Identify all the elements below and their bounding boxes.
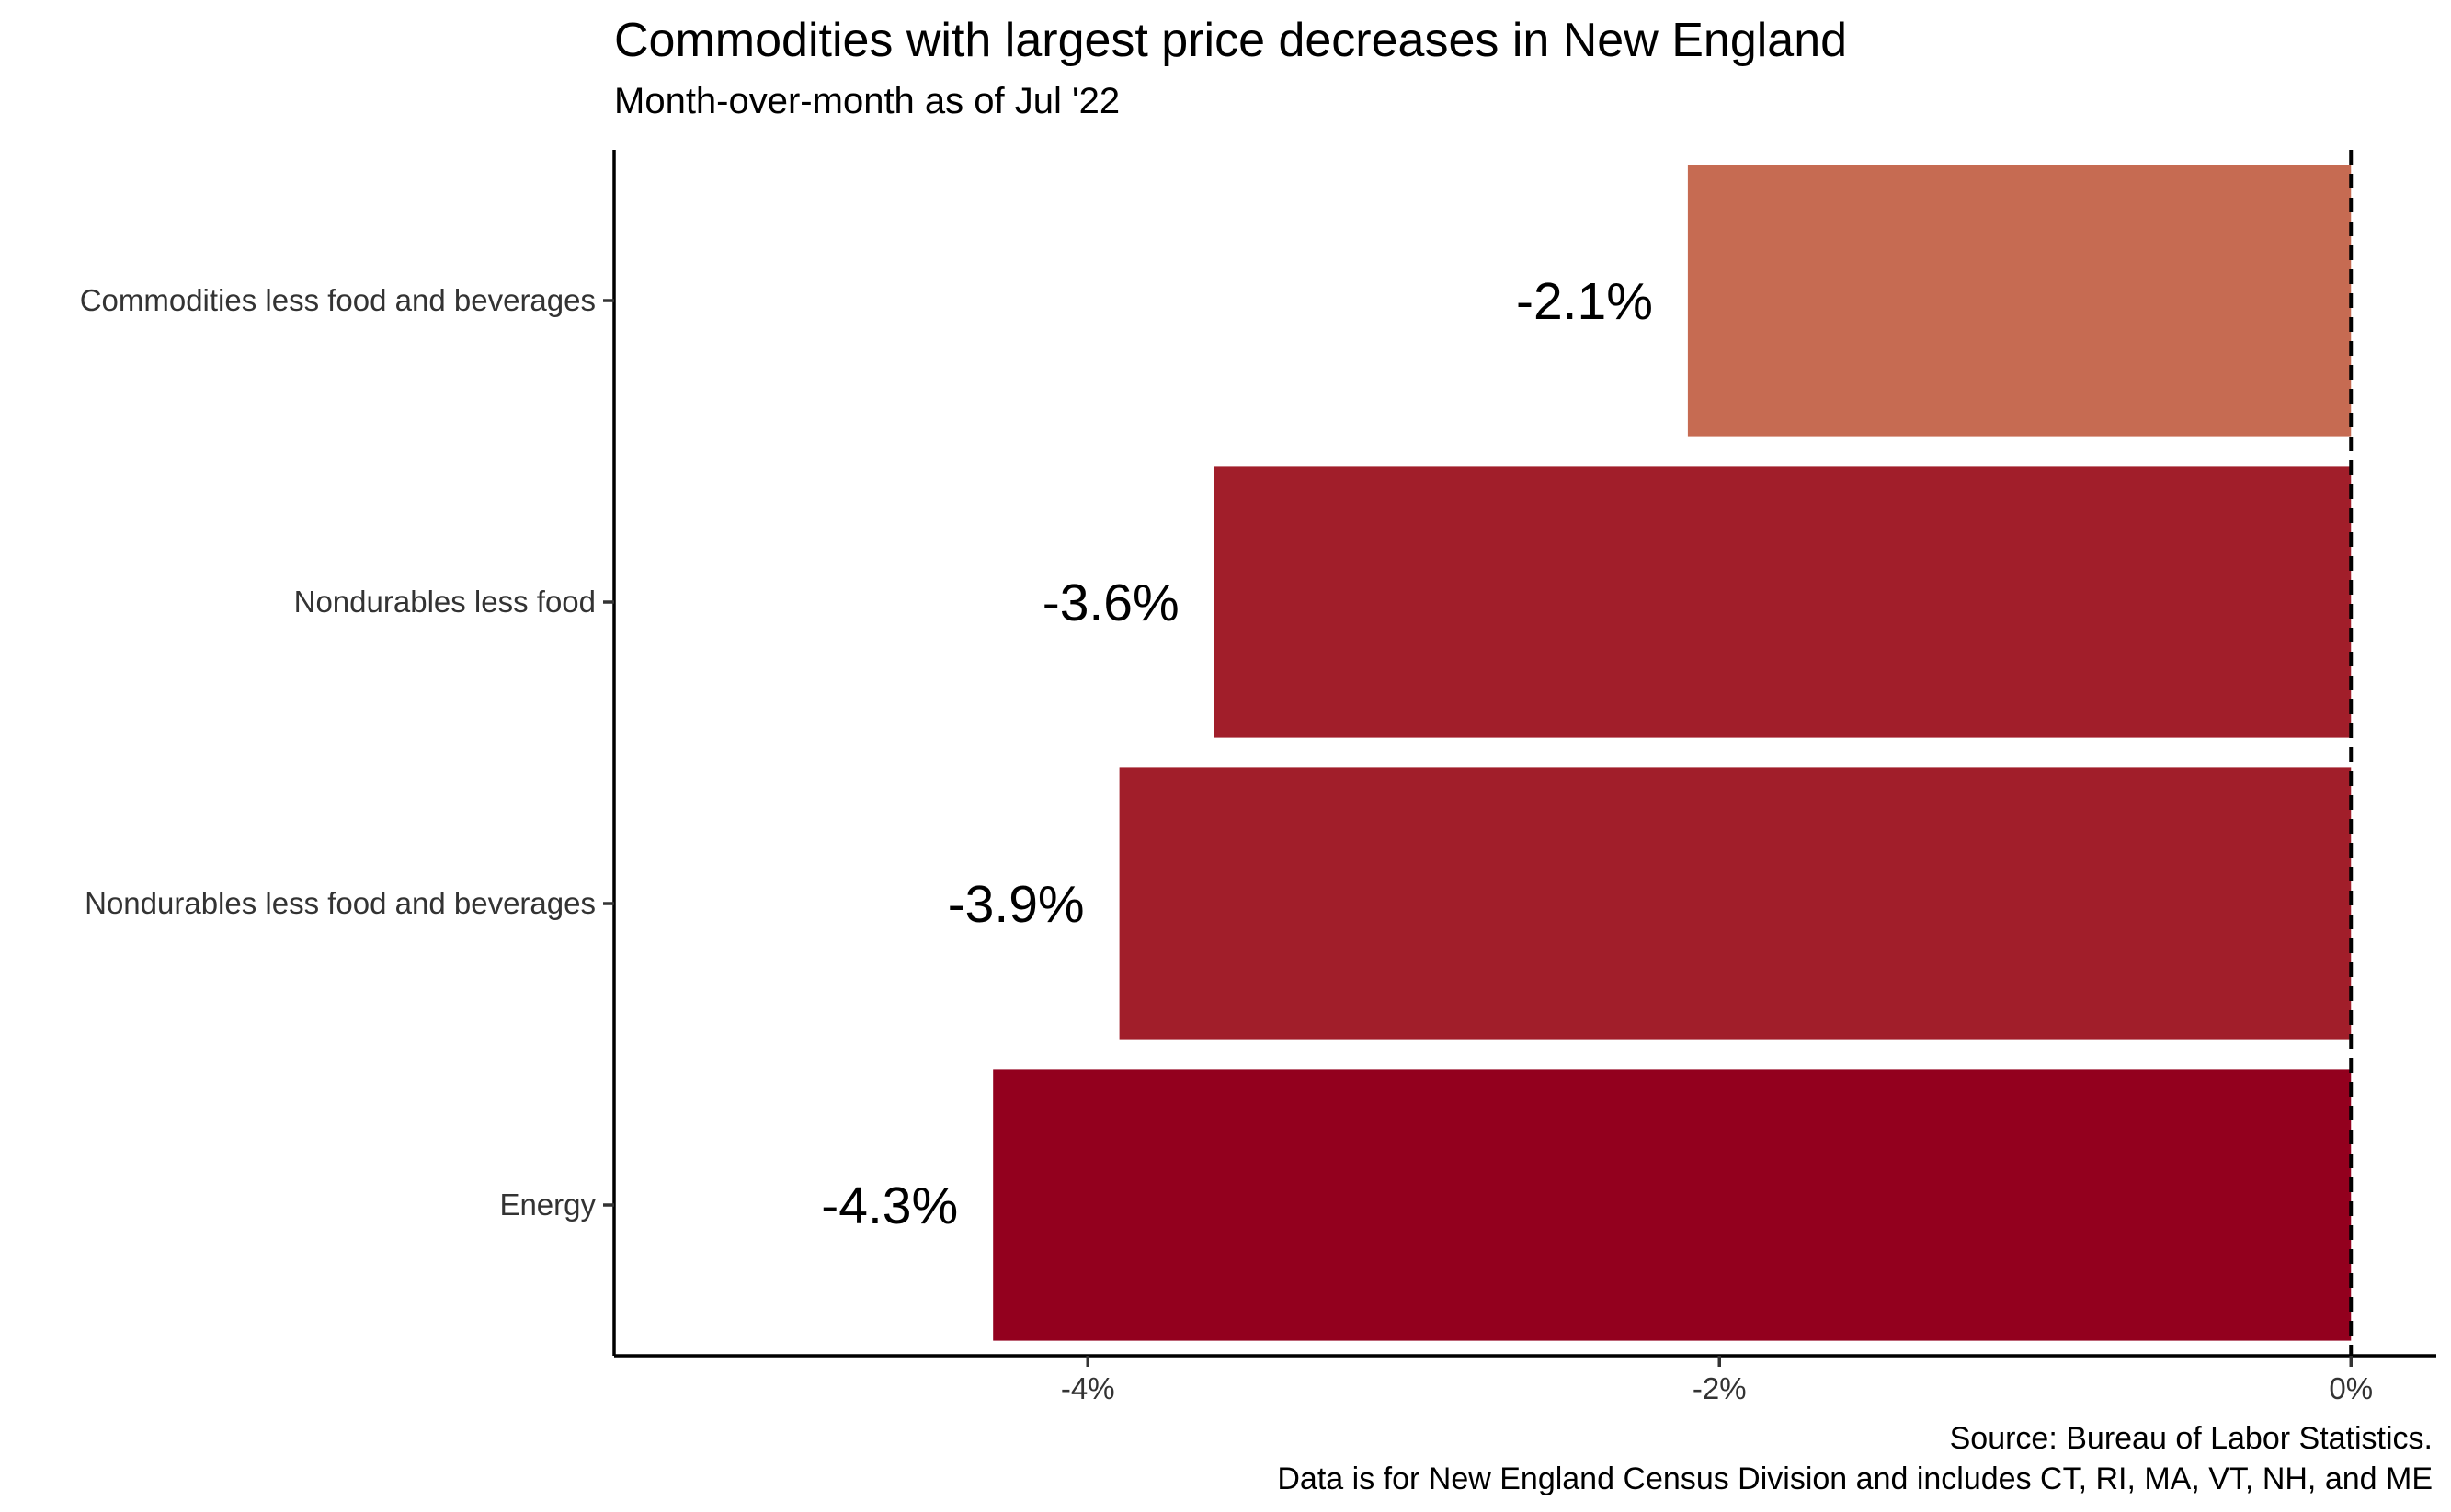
- x-tick-label-2: -2%: [1693, 1371, 1747, 1405]
- value-label-3: -3.9%: [948, 875, 1085, 934]
- bar-4: [993, 1069, 2352, 1341]
- value-label-1: -2.1%: [1516, 272, 1653, 331]
- bar-1: [1687, 165, 2352, 437]
- y-axis-ticks: Commodities less food and beverages Nondu…: [80, 283, 614, 1222]
- chart-title: Commodities with largest price decreases…: [614, 14, 1848, 67]
- y-tick-label-1: Commodities less food and beverages: [80, 283, 596, 317]
- bar-2: [1214, 466, 2352, 738]
- value-label-2: -3.6%: [1043, 574, 1180, 632]
- caption-source: Source: Bureau of Labor Statistics.: [1949, 1421, 2433, 1456]
- chart-caption: Source: Bureau of Labor Statistics. Data…: [1277, 1418, 2433, 1499]
- chart-subtitle: Month-over-month as of Jul '22: [614, 81, 1121, 121]
- value-label-4: -4.3%: [821, 1177, 958, 1235]
- value-labels-layer: -2.1% -3.6% -3.9% -4.3%: [821, 272, 1653, 1235]
- y-tick-label-2: Nondurables less food: [294, 585, 596, 619]
- x-axis-ticks: -4% -2% 0%: [1061, 1356, 2373, 1405]
- bars-layer: [993, 165, 2352, 1341]
- caption-note: Data is for New England Census Division …: [1277, 1461, 2433, 1496]
- y-tick-label-3: Nondurables less food and beverages: [85, 886, 596, 920]
- x-tick-label-1: -4%: [1061, 1371, 1115, 1405]
- bar-3: [1119, 767, 2352, 1040]
- x-tick-label-3: 0%: [2329, 1371, 2373, 1405]
- y-tick-label-4: Energy: [499, 1188, 596, 1222]
- bar-chart: -2.1% -3.6% -3.9% -4.3% Commodities less fo…: [80, 150, 2436, 1405]
